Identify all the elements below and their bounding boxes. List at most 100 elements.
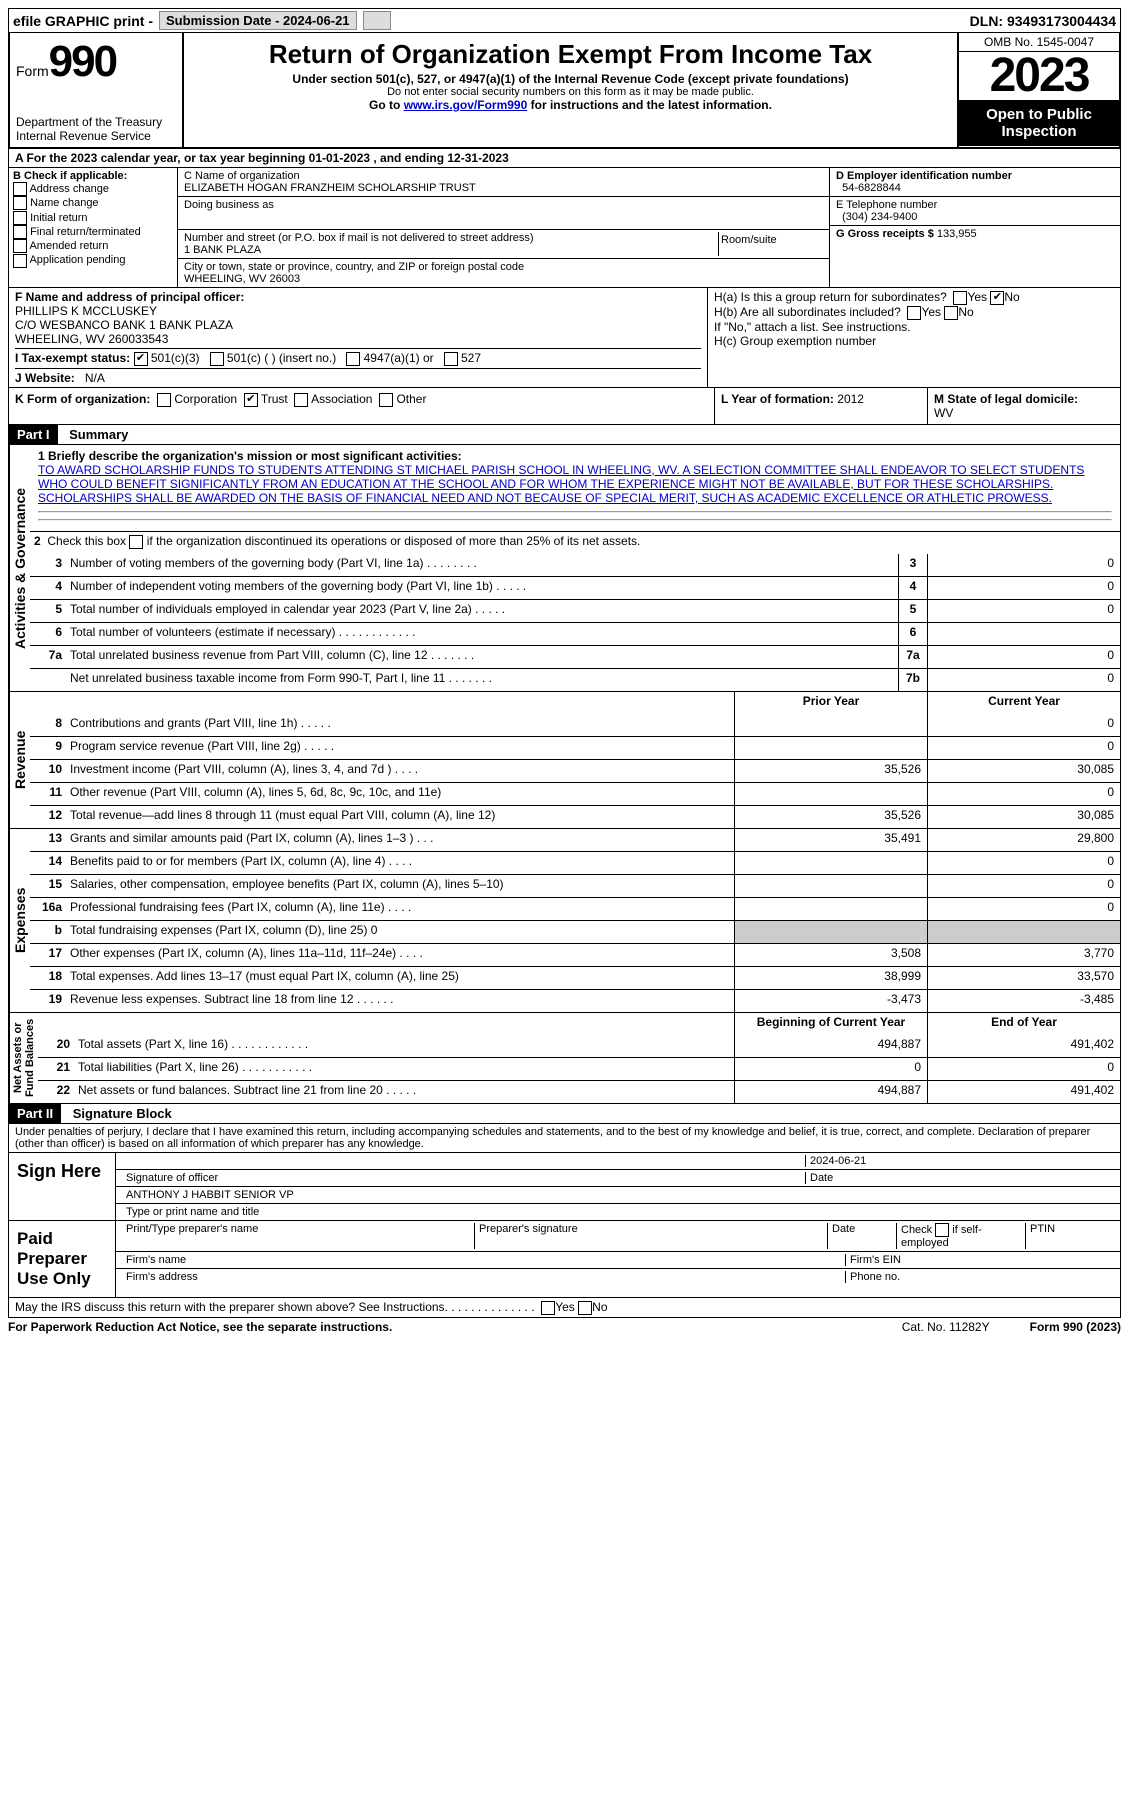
check-4947[interactable]	[346, 352, 360, 366]
part1-label: Part I	[9, 425, 58, 444]
check-corp[interactable]	[157, 393, 171, 407]
officer-name: PHILLIPS K MCCLUSKEY	[15, 304, 157, 318]
h-b: H(b) Are all subordinates included? Yes …	[714, 305, 1114, 320]
governance-block: Activities & Governance 1 Briefly descri…	[8, 445, 1121, 692]
org-name: ELIZABETH HOGAN FRANZHEIM SCHOLARSHIP TR…	[184, 182, 476, 194]
firm-ein-lbl: Firm's EIN	[845, 1254, 1114, 1266]
entity-block: B Check if applicable: Address change Na…	[8, 168, 1121, 288]
footer-right: Form 990 (2023)	[1030, 1320, 1121, 1334]
h-c: H(c) Group exemption number	[714, 334, 1114, 348]
expenses-block: Expenses 13Grants and similar amounts pa…	[8, 829, 1121, 1013]
title-box: Return of Organization Exempt From Incom…	[184, 33, 957, 147]
check-final[interactable]: Final return/terminated	[13, 225, 173, 239]
netassets-block: Net Assets orFund Balances Beginning of …	[8, 1013, 1121, 1104]
check-applicable-col: B Check if applicable: Address change Na…	[9, 168, 178, 287]
dept-label: Department of the Treasury Internal Reve…	[16, 115, 176, 143]
check-501c3[interactable]: ✔	[134, 352, 148, 366]
tax-status-label: I Tax-exempt status:	[15, 351, 130, 365]
prep-self-hdr: Check if self-employed	[897, 1223, 1026, 1249]
officer-line3: WHEELING, WV 260033543	[15, 332, 168, 346]
sig-officer-label: Signature of officer	[122, 1172, 805, 1184]
beg-hdr: Beginning of Current Year	[734, 1013, 927, 1035]
tax-year: 2023	[959, 52, 1119, 100]
discuss-no[interactable]	[578, 1301, 592, 1315]
part1-header: Part I Summary	[8, 425, 1121, 445]
gross-label: G Gross receipts $	[836, 228, 934, 240]
efile-label: efile GRAPHIC print -	[13, 13, 153, 29]
sign-block: Sign Here 2024-06-21 Signature of office…	[8, 1153, 1121, 1221]
yearform-label: L Year of formation:	[721, 392, 834, 406]
gov-tab: Activities & Governance	[9, 445, 30, 691]
prep-date-hdr: Date	[828, 1223, 897, 1249]
check-501c[interactable]	[210, 352, 224, 366]
room-label: Room/suite	[721, 234, 777, 246]
dba-label: Doing business as	[184, 199, 823, 211]
city: WHEELING, WV 26003	[184, 273, 300, 285]
instructions-link[interactable]: www.irs.gov/Form990	[404, 98, 528, 112]
form-title: Return of Organization Exempt From Incom…	[192, 39, 949, 70]
website-label: J Website:	[15, 371, 75, 385]
check-initial[interactable]: Initial return	[13, 211, 173, 225]
domicile-label: M State of legal domicile:	[934, 392, 1078, 406]
officer-label: F Name and address of principal officer:	[15, 290, 244, 304]
check-amended[interactable]: Amended return	[13, 239, 173, 253]
officer-h-block: F Name and address of principal officer:…	[8, 288, 1121, 388]
ein: 54-6828844	[842, 182, 901, 194]
paid-label: Paid Preparer Use Only	[9, 1221, 116, 1297]
discuss-row: May the IRS discuss this return with the…	[8, 1298, 1121, 1318]
check-527[interactable]	[444, 352, 458, 366]
officer-sig-name: ANTHONY J HABBIT SENIOR VP	[122, 1189, 298, 1201]
street-label: Number and street (or P.O. box if mail i…	[184, 232, 718, 244]
subtitle-2: Do not enter social security numbers on …	[192, 86, 949, 98]
formorg-label: K Form of organization:	[15, 392, 150, 406]
footer: For Paperwork Reduction Act Notice, see …	[8, 1318, 1121, 1334]
part2-title: Signature Block	[65, 1104, 180, 1123]
paid-preparer-block: Paid Preparer Use Only Print/Type prepar…	[8, 1221, 1121, 1298]
top-bar: efile GRAPHIC print - Submission Date - …	[8, 8, 1121, 33]
sign-date: 2024-06-21	[805, 1155, 1114, 1167]
check-other[interactable]	[379, 393, 393, 407]
check-b-heading: B Check if applicable:	[13, 170, 127, 182]
footer-mid: Cat. No. 11282Y	[902, 1320, 990, 1334]
check-trust[interactable]: ✔	[244, 393, 258, 407]
submission-date-button[interactable]: Submission Date - 2024-06-21	[159, 11, 357, 30]
form-number: 990	[49, 37, 116, 86]
website: N/A	[85, 371, 105, 385]
open-inspection: Open to Public Inspection	[959, 100, 1119, 146]
subtitle-1: Under section 501(c), 527, or 4947(a)(1)…	[192, 72, 949, 86]
check-assoc[interactable]	[294, 393, 308, 407]
revenue-block: Revenue Prior YearCurrent Year 8Contribu…	[8, 692, 1121, 829]
prep-ptin-hdr: PTIN	[1026, 1223, 1114, 1249]
phone-label: E Telephone number	[836, 199, 937, 211]
form-header: Form990 Department of the Treasury Inter…	[8, 33, 1121, 149]
ein-label: D Employer identification number	[836, 170, 1012, 182]
domicile: WV	[934, 406, 953, 420]
blank-button[interactable]	[363, 11, 391, 30]
sign-here-label: Sign Here	[9, 1153, 116, 1220]
revenue-tab: Revenue	[9, 692, 30, 828]
check-pending[interactable]: Application pending	[13, 253, 173, 267]
part2-header: Part II Signature Block	[8, 1104, 1121, 1124]
form-number-box: Form990 Department of the Treasury Inter…	[10, 33, 184, 147]
discuss-yes[interactable]	[541, 1301, 555, 1315]
prior-hdr: Prior Year	[734, 692, 927, 714]
org-main-col: C Name of organizationELIZABETH HOGAN FR…	[178, 168, 829, 287]
check-discontinued[interactable]	[129, 535, 143, 549]
gross-receipts: 133,955	[937, 228, 977, 240]
check-address[interactable]: Address change	[13, 182, 173, 196]
footer-left: For Paperwork Reduction Act Notice, see …	[8, 1320, 902, 1334]
phone: (304) 234-9400	[842, 211, 917, 223]
netassets-tab: Net Assets orFund Balances	[9, 1013, 38, 1103]
city-label: City or town, state or province, country…	[184, 261, 823, 273]
check-name[interactable]: Name change	[13, 196, 173, 210]
q1-label: 1 Briefly describe the organization's mi…	[38, 449, 462, 463]
type-name-label: Type or print name and title	[122, 1206, 263, 1218]
q2: 2 Check this box if the organization dis…	[30, 532, 1120, 554]
prep-name-hdr: Print/Type preparer's name	[122, 1223, 475, 1249]
date-label: Date	[805, 1172, 1114, 1184]
klm-row: K Form of organization: Corporation ✔ Tr…	[8, 388, 1121, 425]
part2-label: Part II	[9, 1104, 61, 1123]
mission-text: TO AWARD SCHOLARSHIP FUNDS TO STUDENTS A…	[38, 463, 1112, 505]
current-hdr: Current Year	[927, 692, 1120, 714]
part1-title: Summary	[61, 425, 136, 444]
